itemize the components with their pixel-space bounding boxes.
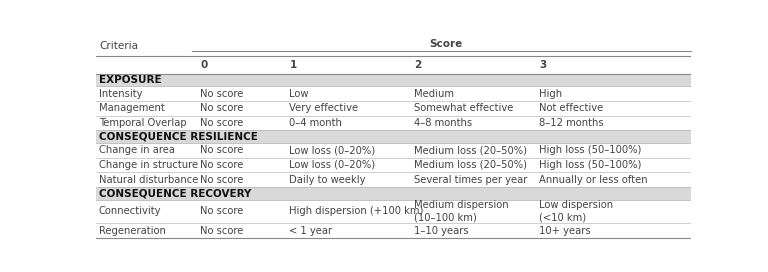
Text: Low: Low (290, 89, 309, 98)
Text: Regeneration: Regeneration (99, 225, 166, 236)
Text: No score: No score (200, 225, 243, 236)
Text: 2: 2 (415, 60, 422, 70)
Text: Annually or less often: Annually or less often (539, 175, 648, 185)
Text: Intensity: Intensity (99, 89, 143, 98)
Text: Medium dispersion
(10–100 km): Medium dispersion (10–100 km) (415, 200, 509, 222)
Text: Very effective: Very effective (290, 103, 359, 113)
Text: High: High (539, 89, 562, 98)
Text: Temporal Overlap: Temporal Overlap (99, 118, 187, 128)
Text: Criteria: Criteria (99, 41, 138, 51)
Text: No score: No score (200, 118, 243, 128)
Text: Not effective: Not effective (539, 103, 604, 113)
Text: High loss (50–100%): High loss (50–100%) (539, 160, 642, 170)
Text: Change in area: Change in area (99, 145, 175, 155)
Text: Low loss (0–20%): Low loss (0–20%) (290, 145, 376, 155)
Text: Medium: Medium (415, 89, 455, 98)
Text: Score: Score (429, 39, 462, 49)
Text: Medium loss (20–50%): Medium loss (20–50%) (415, 145, 528, 155)
Text: Several times per year: Several times per year (415, 175, 528, 185)
Text: No score: No score (200, 206, 243, 217)
Text: 0: 0 (200, 60, 207, 70)
Text: 8–12 months: 8–12 months (539, 118, 604, 128)
Text: Medium loss (20–50%): Medium loss (20–50%) (415, 160, 528, 170)
Text: Low dispersion
(<10 km): Low dispersion (<10 km) (539, 200, 614, 222)
Text: No score: No score (200, 89, 243, 98)
Bar (96, 130, 691, 143)
Text: Somewhat effective: Somewhat effective (415, 103, 514, 113)
Text: 3: 3 (539, 60, 547, 70)
Text: 10+ years: 10+ years (539, 225, 591, 236)
Text: Connectivity: Connectivity (99, 206, 161, 217)
Text: No score: No score (200, 160, 243, 170)
Text: High loss (50–100%): High loss (50–100%) (539, 145, 642, 155)
Text: No score: No score (200, 103, 243, 113)
Text: EXPOSURE: EXPOSURE (99, 75, 161, 85)
Text: High dispersion (+100 km): High dispersion (+100 km) (290, 206, 424, 217)
Text: CONSEQUENCE RESILIENCE: CONSEQUENCE RESILIENCE (99, 132, 258, 142)
Text: 1: 1 (290, 60, 296, 70)
Text: CONSEQUENCE RECOVERY: CONSEQUENCE RECOVERY (99, 188, 251, 198)
Text: Change in structure: Change in structure (99, 160, 198, 170)
Text: Low loss (0–20%): Low loss (0–20%) (290, 160, 376, 170)
Text: < 1 year: < 1 year (290, 225, 333, 236)
Text: No score: No score (200, 175, 243, 185)
Bar (96, 187, 691, 200)
Text: Management: Management (99, 103, 164, 113)
Text: 1–10 years: 1–10 years (415, 225, 469, 236)
Text: Daily to weekly: Daily to weekly (290, 175, 366, 185)
Bar (96, 74, 691, 86)
Text: No score: No score (200, 145, 243, 155)
Text: 0–4 month: 0–4 month (290, 118, 343, 128)
Text: 4–8 months: 4–8 months (415, 118, 472, 128)
Text: Natural disturbance: Natural disturbance (99, 175, 198, 185)
